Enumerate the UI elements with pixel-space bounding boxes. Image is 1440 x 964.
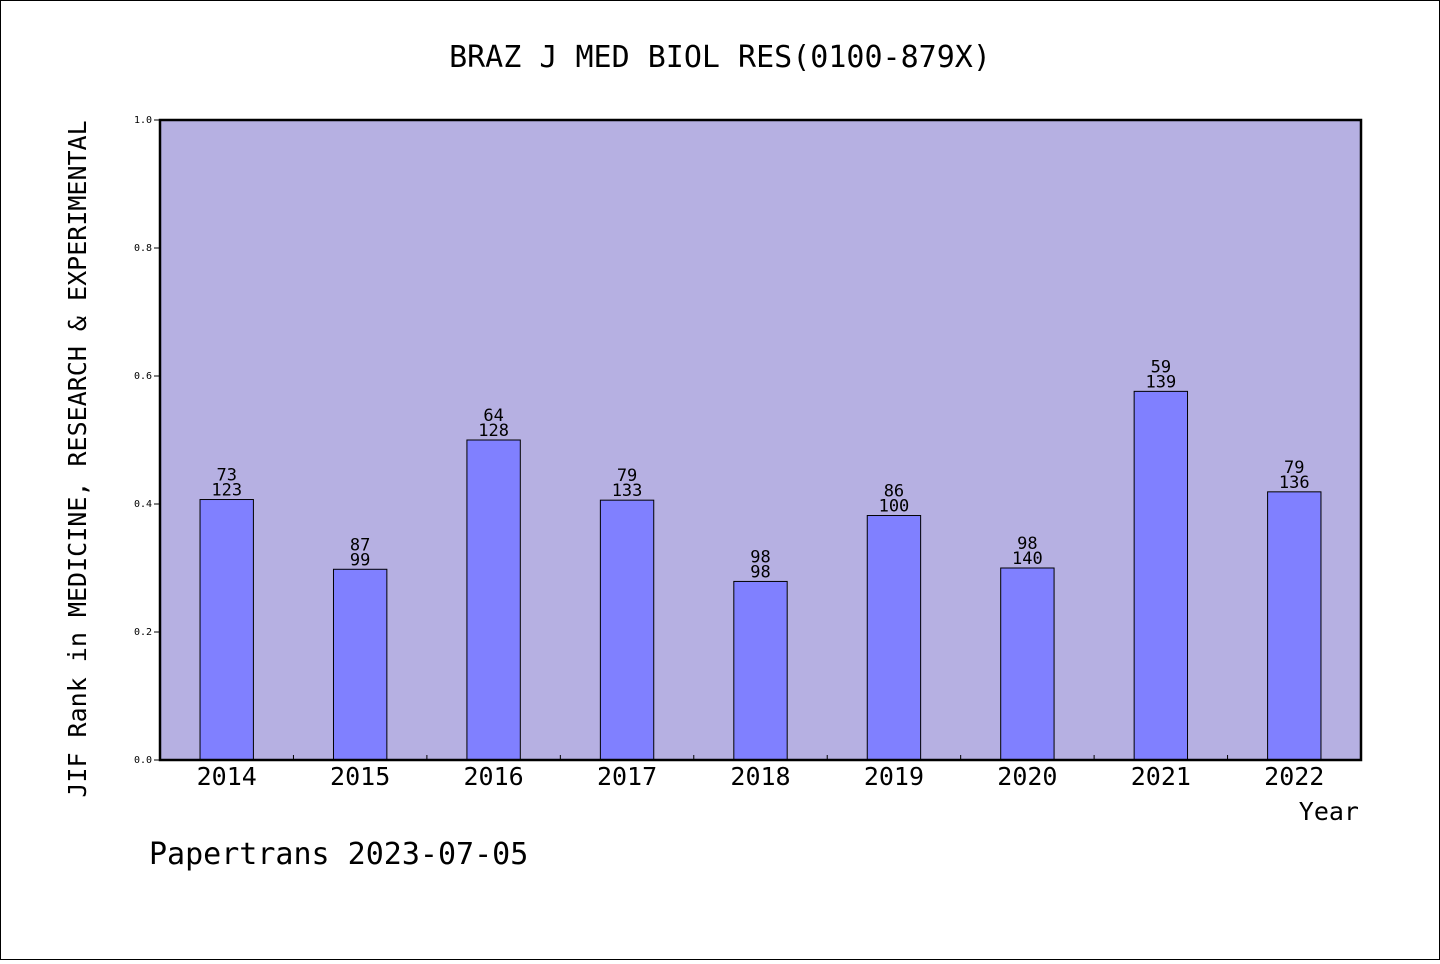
x-tick-label: 2018 [730,762,790,791]
y-tick-label: 1.0 [134,115,152,126]
x-tick-label: 2014 [197,762,257,791]
x-tick-label: 2020 [997,762,1057,791]
y-axis-label: JIF Rank in MEDICINE, RESEARCH & EXPERIM… [63,120,92,797]
data-label-bottom: 100 [879,497,910,517]
data-label-top: 98 [1017,534,1037,554]
data-label-bottom: 140 [1012,549,1043,569]
y-tick-label: 0.0 [134,755,152,766]
data-label-top: 87 [350,535,370,555]
x-tick-label: 2017 [597,762,657,791]
x-tick-label: 2015 [330,762,390,791]
data-label-bottom: 98 [750,562,770,582]
data-label-bottom: 123 [211,481,242,501]
data-label-top: 73 [216,466,236,486]
bar-2019 [866,515,922,761]
bar-2018 [733,580,788,761]
data-label-top: 98 [750,547,770,567]
x-tick-label: 2021 [1131,762,1191,791]
x-axis-label: Year [1299,797,1359,826]
y-tick-label: 0.2 [134,627,152,638]
data-label-bottom: 139 [1145,372,1176,392]
bar-2020 [1000,567,1055,761]
data-label-bottom: 128 [478,421,509,441]
y-tick-label: 0.8 [134,243,152,254]
bars-group: 7312320148799201564128201679133201798982… [197,357,1325,791]
bar-2015 [332,568,388,761]
bar-2017 [599,499,655,761]
bar-2016 [466,439,521,761]
plot-border [158,118,1363,762]
data-label-top: 86 [884,482,904,502]
bar-2021 [1133,390,1189,761]
data-label-bottom: 136 [1279,473,1310,493]
data-label-bottom: 99 [350,550,370,570]
x-tick-label: 2019 [864,762,924,791]
y-tick-label: 0.4 [134,499,152,510]
chart-title: BRAZ J MED BIOL RES(0100-879X) [449,40,991,75]
x-tick-label: 2016 [464,762,524,791]
data-label-top: 59 [1151,357,1171,377]
data-label-top: 79 [1284,458,1304,478]
bar-2022 [1267,491,1322,761]
data-label-top: 79 [617,466,637,486]
y-tick-label: 0.6 [134,371,152,382]
data-label-top: 64 [483,406,503,426]
bar-2014 [199,499,254,761]
footer-watermark: Papertrans 2023-07-05 [149,837,528,872]
data-label-bottom: 133 [612,481,643,501]
x-tick-label: 2022 [1264,762,1324,791]
